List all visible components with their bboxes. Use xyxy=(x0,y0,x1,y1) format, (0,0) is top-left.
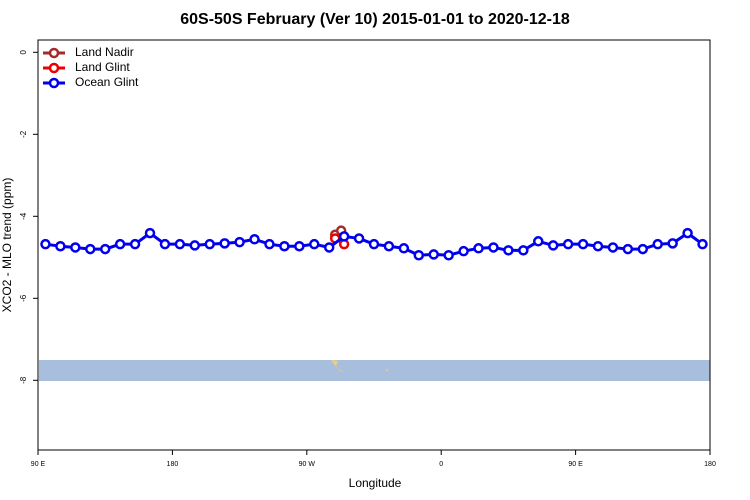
point xyxy=(413,250,425,261)
point xyxy=(428,249,439,260)
point xyxy=(204,238,215,250)
y-tick-label: 0 xyxy=(19,50,28,55)
point xyxy=(294,240,305,252)
point xyxy=(174,238,186,250)
point xyxy=(458,245,469,257)
x-tick-label: 90 E xyxy=(568,461,583,468)
y-tick-label: -6 xyxy=(19,294,28,302)
point xyxy=(637,243,649,255)
point xyxy=(70,242,81,253)
point xyxy=(667,238,678,249)
x-tick-label: 180 xyxy=(704,461,716,468)
legend-label: Land Nadir xyxy=(75,45,134,59)
x-tick-label: 0 xyxy=(439,461,443,468)
point xyxy=(99,243,111,255)
point xyxy=(264,238,275,250)
chart-title: 60S-50S February (Ver 10) 2015-01-01 to … xyxy=(180,11,570,28)
point xyxy=(189,240,201,251)
legend-marker xyxy=(48,47,60,59)
point xyxy=(697,238,708,250)
point xyxy=(279,240,290,252)
legend-marker xyxy=(48,62,60,74)
legend-label: Land Glint xyxy=(75,60,130,74)
point xyxy=(488,242,499,253)
point xyxy=(577,238,589,250)
point xyxy=(607,242,619,253)
point xyxy=(682,227,693,239)
y-tick-label: -8 xyxy=(19,376,28,384)
map-strip xyxy=(39,360,710,381)
point xyxy=(592,240,604,252)
x-tick-label: 180 xyxy=(167,461,179,468)
point xyxy=(85,243,96,255)
point xyxy=(562,238,574,250)
point xyxy=(129,238,141,250)
legend-label: Ocean Glint xyxy=(75,75,139,89)
point xyxy=(503,245,514,256)
point xyxy=(652,238,663,250)
point xyxy=(323,242,335,253)
x-axis-label: Longitude xyxy=(349,476,402,490)
point xyxy=(518,245,529,256)
point xyxy=(547,240,559,251)
point xyxy=(338,231,350,242)
point xyxy=(114,238,126,250)
point xyxy=(533,236,544,247)
point xyxy=(473,243,484,254)
point xyxy=(40,238,51,250)
point xyxy=(55,240,66,252)
point xyxy=(144,227,156,239)
plot-frame xyxy=(37,39,711,451)
point xyxy=(234,236,245,248)
point xyxy=(443,250,454,261)
point xyxy=(398,243,410,254)
x-tick-label: 90 W xyxy=(299,461,316,468)
x-tick-label: 90 E xyxy=(31,461,46,468)
point xyxy=(249,234,260,245)
point xyxy=(383,240,395,252)
point xyxy=(368,238,380,250)
y-tick-label: -2 xyxy=(19,130,28,138)
point xyxy=(219,238,230,249)
point xyxy=(159,238,171,250)
y-axis-label: XCO2 - MLO trend (ppm) xyxy=(0,178,14,313)
legend-marker xyxy=(48,77,60,89)
y-tick-label: -4 xyxy=(19,212,28,220)
point xyxy=(309,238,320,250)
point xyxy=(622,243,634,255)
point xyxy=(353,233,365,244)
